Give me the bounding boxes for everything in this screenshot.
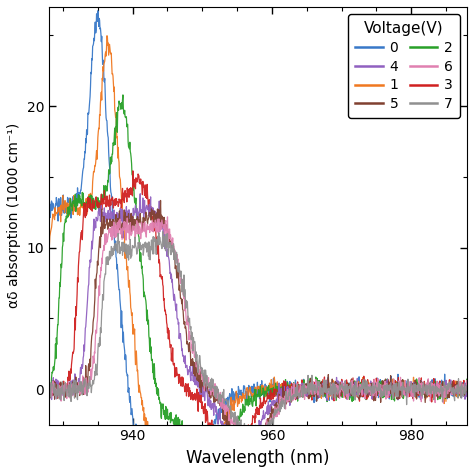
Legend: 0, 4, 1, 5, 2, 6, 3, 7: 0, 4, 1, 5, 2, 6, 3, 7 [348,14,460,118]
Y-axis label: αδ absorption (1000 cm⁻¹): αδ absorption (1000 cm⁻¹) [7,123,21,309]
X-axis label: Wavelength (nm): Wavelength (nm) [186,449,330,467]
